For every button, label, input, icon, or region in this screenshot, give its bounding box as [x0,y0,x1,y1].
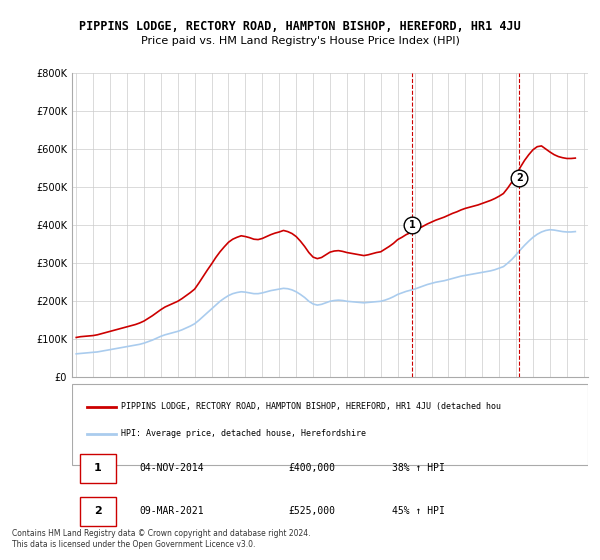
FancyBboxPatch shape [72,384,588,465]
Text: 1: 1 [409,220,415,230]
Text: Price paid vs. HM Land Registry's House Price Index (HPI): Price paid vs. HM Land Registry's House … [140,36,460,46]
Text: 2: 2 [94,506,101,516]
FancyBboxPatch shape [80,497,116,526]
Text: Contains HM Land Registry data © Crown copyright and database right 2024.
This d: Contains HM Land Registry data © Crown c… [12,529,311,549]
Text: 2: 2 [516,172,523,183]
Text: 38% ↑ HPI: 38% ↑ HPI [392,463,445,473]
Text: 1: 1 [94,463,101,473]
Text: £400,000: £400,000 [289,463,336,473]
Text: 45% ↑ HPI: 45% ↑ HPI [392,506,445,516]
Text: 09-MAR-2021: 09-MAR-2021 [139,506,204,516]
Text: £525,000: £525,000 [289,506,336,516]
Text: HPI: Average price, detached house, Herefordshire: HPI: Average price, detached house, Here… [121,430,366,438]
Text: PIPPINS LODGE, RECTORY ROAD, HAMPTON BISHOP, HEREFORD, HR1 4JU: PIPPINS LODGE, RECTORY ROAD, HAMPTON BIS… [79,20,521,32]
Text: 04-NOV-2014: 04-NOV-2014 [139,463,204,473]
Text: PIPPINS LODGE, RECTORY ROAD, HAMPTON BISHOP, HEREFORD, HR1 4JU (detached hou: PIPPINS LODGE, RECTORY ROAD, HAMPTON BIS… [121,402,501,411]
FancyBboxPatch shape [80,454,116,483]
